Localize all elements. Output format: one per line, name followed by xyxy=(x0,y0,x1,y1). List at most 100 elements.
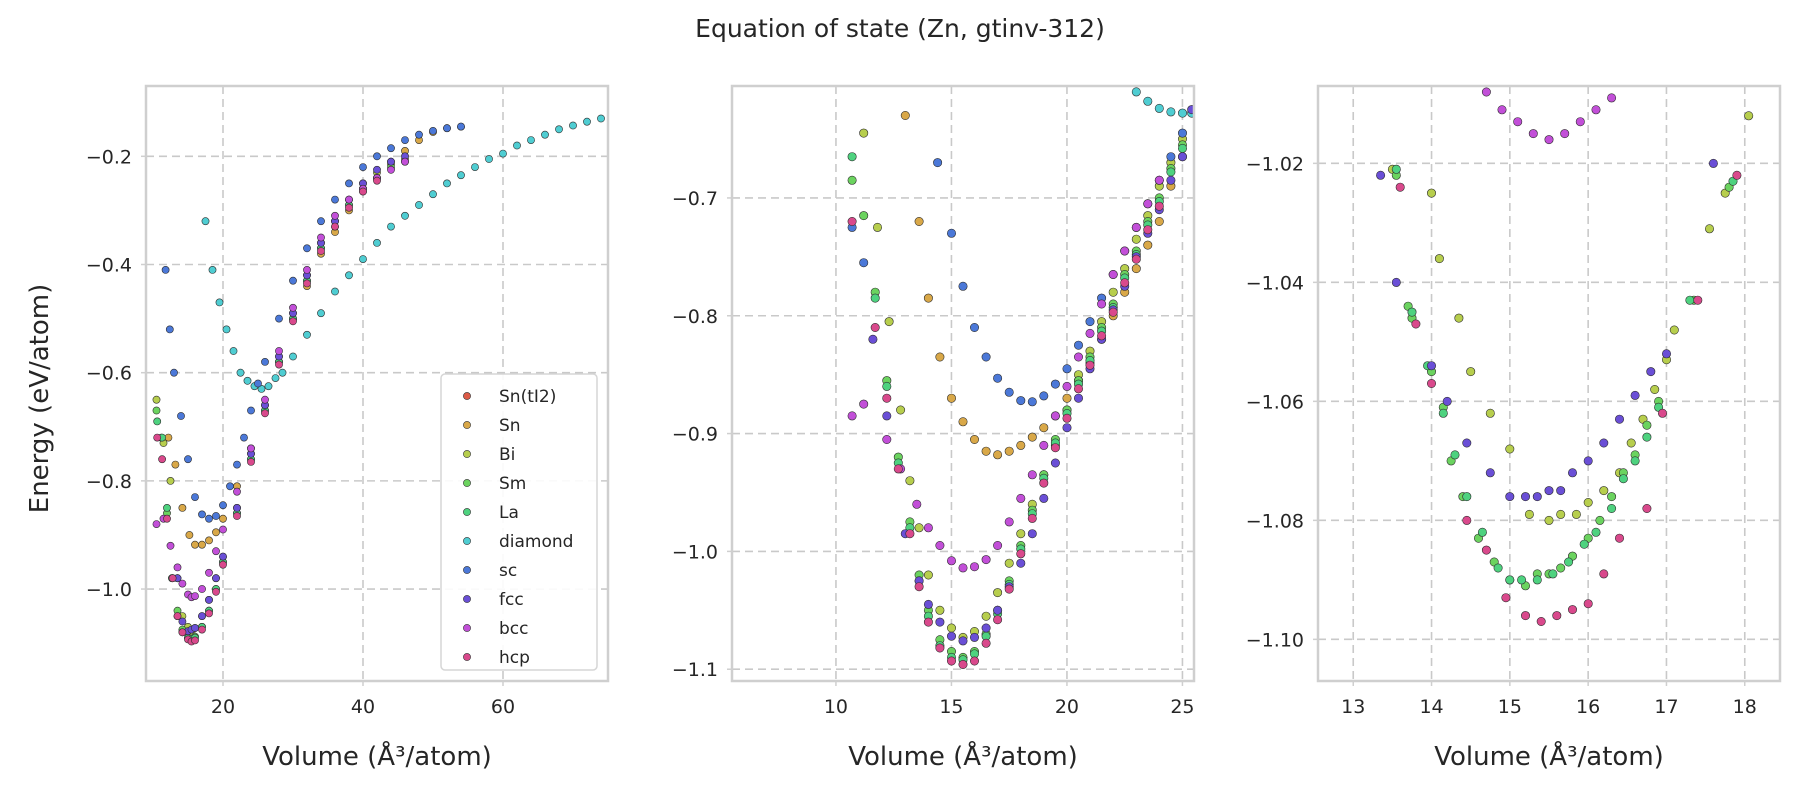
point-la xyxy=(1630,456,1640,466)
point-sc xyxy=(359,163,367,171)
point-hcp xyxy=(1462,515,1472,525)
point-hcp xyxy=(981,638,991,648)
point-sn xyxy=(171,460,180,469)
point-diamond xyxy=(513,141,521,150)
point-la xyxy=(1564,557,1574,567)
point-diamond xyxy=(401,211,409,220)
point-hcp xyxy=(1583,599,1593,609)
point-hcp xyxy=(1039,478,1049,488)
point-bcc xyxy=(1143,199,1153,209)
point-hcp xyxy=(1108,307,1118,317)
point-bcc xyxy=(1513,117,1523,127)
x-tick-label: 15 xyxy=(1498,696,1522,718)
point-hcp xyxy=(178,628,187,637)
point-la xyxy=(1407,307,1417,317)
point-bcc xyxy=(847,411,857,421)
figure-title: Equation of state (Zn, gtinv-312) xyxy=(695,14,1105,43)
point-fcc xyxy=(1187,105,1194,115)
point-fcc xyxy=(1708,158,1718,168)
point-diamond xyxy=(208,265,217,274)
point-hcp xyxy=(153,433,162,442)
point-la xyxy=(1477,527,1487,537)
point-sc xyxy=(345,179,353,188)
point-la xyxy=(1166,167,1176,177)
point-fcc xyxy=(198,612,206,620)
point-fcc xyxy=(935,617,945,627)
point-sn xyxy=(1004,446,1014,456)
point-sn xyxy=(1143,240,1153,250)
point-bcc xyxy=(946,556,956,566)
point-bcc xyxy=(198,585,206,593)
point-bcc xyxy=(1120,246,1130,256)
point-sc xyxy=(212,512,220,520)
point-hcp xyxy=(1658,408,1668,418)
point-diamond xyxy=(443,179,451,188)
point-hcp xyxy=(1693,295,1703,305)
legend-marker xyxy=(463,392,471,400)
point-fcc xyxy=(1532,492,1542,502)
point-hcp xyxy=(1501,593,1511,603)
point-sc xyxy=(161,265,170,274)
point-la xyxy=(1579,539,1589,549)
point-bi xyxy=(1016,529,1026,539)
point-hcp xyxy=(1732,170,1742,180)
point-sc xyxy=(1166,152,1176,162)
point-hcp xyxy=(1411,319,1421,329)
point-hcp xyxy=(168,574,177,583)
point-bi xyxy=(1454,313,1464,323)
point-fcc xyxy=(1556,486,1566,496)
point-sn xyxy=(946,393,956,403)
point-bcc xyxy=(205,568,213,577)
point-sn xyxy=(923,293,933,303)
point-sn xyxy=(1062,393,1072,403)
point-hcp xyxy=(893,464,903,474)
point-bcc xyxy=(1108,269,1118,279)
point-diamond xyxy=(1178,108,1188,118)
axes-frame xyxy=(144,84,610,683)
point-hcp xyxy=(1085,360,1095,370)
point-bi xyxy=(1599,486,1609,496)
point-bcc xyxy=(1004,517,1014,527)
point-sc xyxy=(457,122,465,131)
point-bi xyxy=(993,588,1003,598)
point-sc xyxy=(275,314,283,323)
point-diamond xyxy=(271,374,280,382)
y-tick-label: −0.4 xyxy=(86,255,132,277)
y-tick-label: −0.8 xyxy=(672,306,718,328)
point-bcc xyxy=(1074,352,1084,362)
point-hcp xyxy=(212,587,220,596)
point-fcc xyxy=(1505,492,1515,502)
point-sc xyxy=(1027,397,1037,407)
point-sm xyxy=(859,211,869,221)
point-hcp xyxy=(331,222,339,231)
point-fcc xyxy=(1050,458,1060,468)
point-hcp xyxy=(1143,225,1153,235)
point-fcc xyxy=(387,157,395,166)
point-fcc xyxy=(946,631,956,641)
point-diamond xyxy=(215,298,224,307)
point-diamond xyxy=(541,130,549,139)
point-bcc xyxy=(247,444,255,453)
legend-marker xyxy=(463,537,471,545)
point-sc xyxy=(219,501,227,510)
point-hcp xyxy=(1615,533,1625,543)
legend-marker xyxy=(463,595,471,603)
point-bcc xyxy=(289,303,297,312)
point-hcp xyxy=(317,247,325,255)
point-sc xyxy=(1085,317,1095,327)
point-hcp xyxy=(1154,201,1164,211)
point-hcp xyxy=(373,176,381,185)
point-diamond xyxy=(1131,87,1141,97)
x-axis-label: Volume (Å³/atom) xyxy=(1434,740,1664,772)
point-bi xyxy=(923,570,933,580)
point-fcc xyxy=(1427,361,1437,371)
point-hcp xyxy=(923,617,933,627)
point-sm xyxy=(1595,515,1605,525)
point-hcp xyxy=(1004,584,1014,594)
point-la xyxy=(1517,575,1527,585)
legend-label: diamond xyxy=(499,532,573,552)
point-la xyxy=(1591,527,1601,537)
point-sn xyxy=(198,540,206,549)
point-bi xyxy=(1427,188,1437,198)
point-hcp xyxy=(261,409,269,418)
